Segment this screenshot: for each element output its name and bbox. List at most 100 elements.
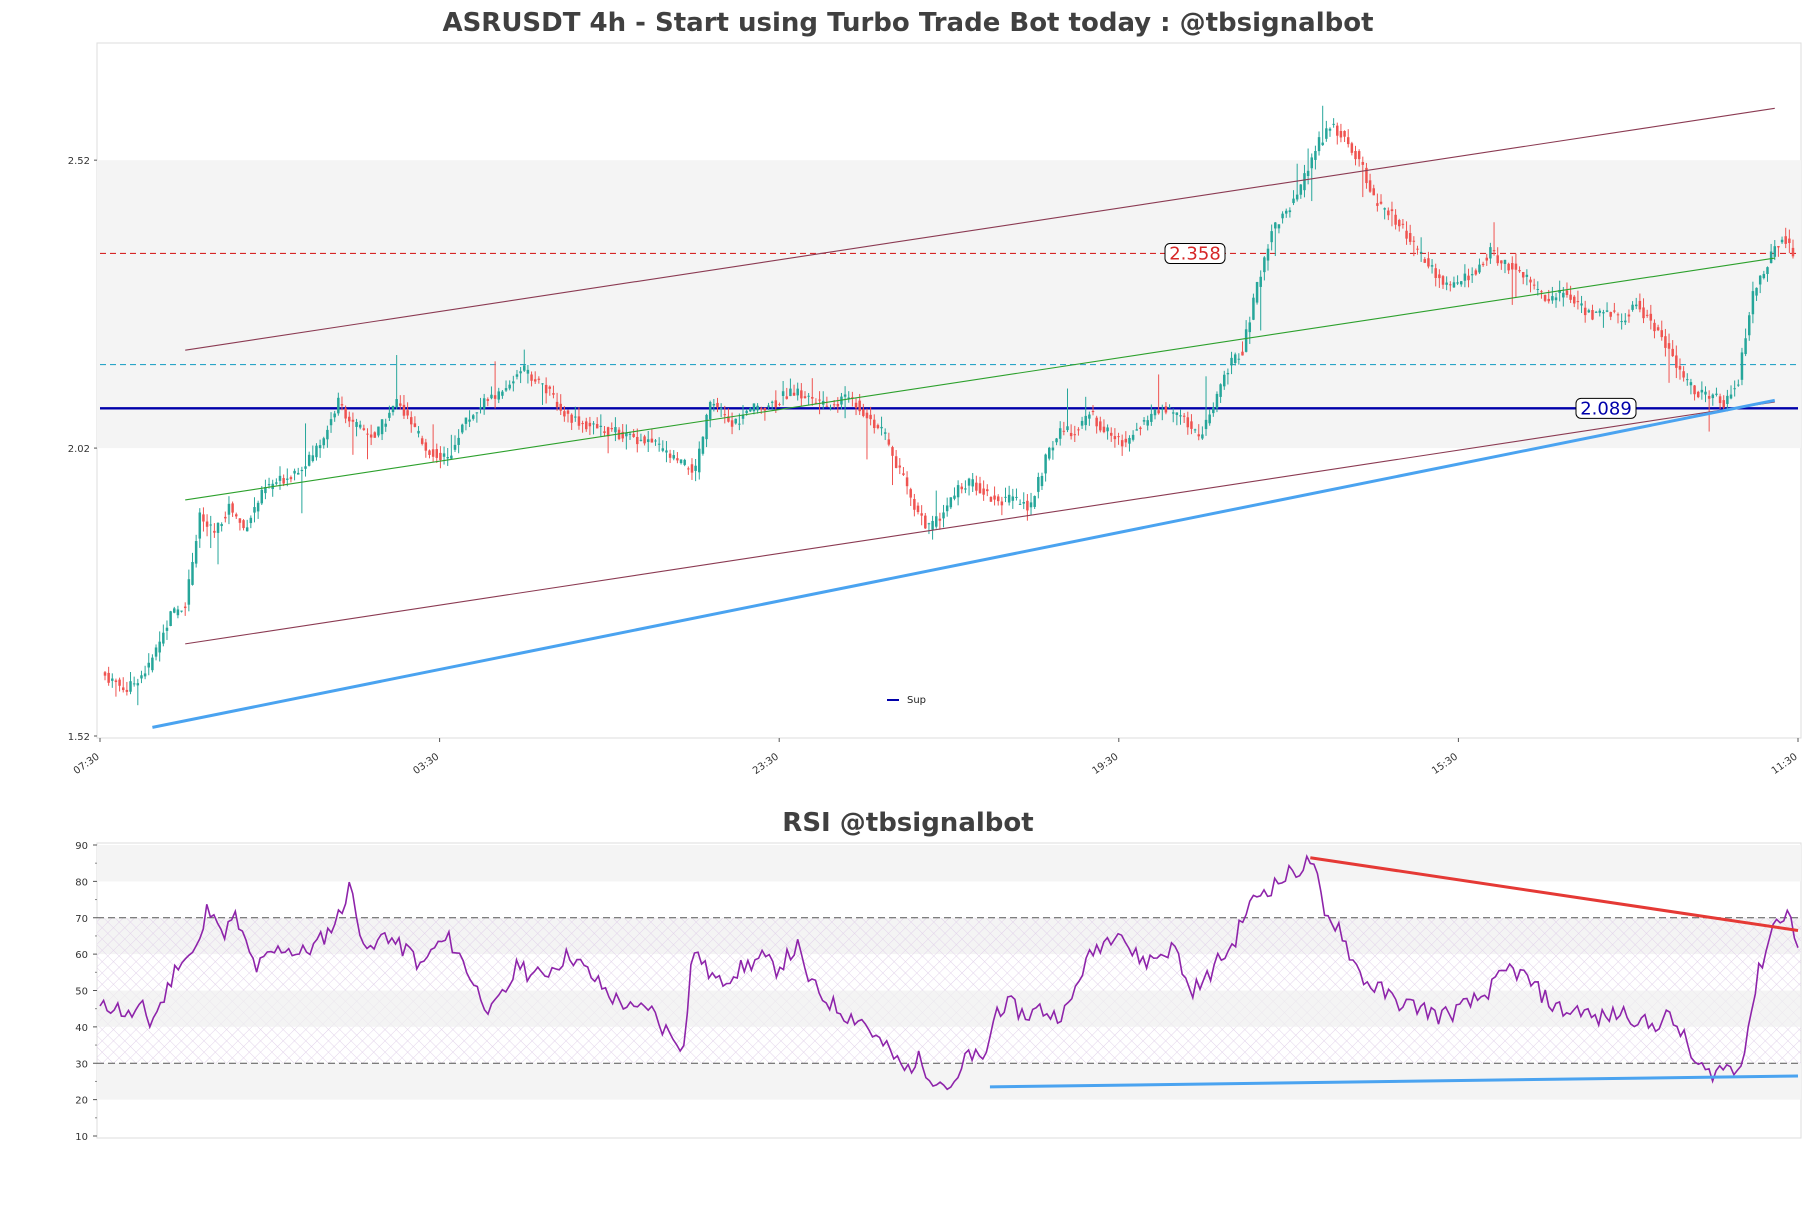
candle: [512, 375, 515, 392]
candle: [1131, 430, 1135, 442]
candle: [322, 436, 325, 449]
candle-body: [1689, 382, 1693, 386]
candle: [1168, 404, 1171, 409]
candle-body: [832, 404, 836, 406]
candle-body: [1332, 123, 1335, 125]
candle-body: [1412, 240, 1416, 242]
candle: [865, 408, 869, 460]
candle-body: [1671, 348, 1674, 357]
candle-body: [1193, 429, 1197, 431]
candle-body: [366, 433, 369, 435]
candle-body: [1255, 281, 1259, 303]
candle: [486, 397, 490, 407]
candle: [238, 518, 242, 531]
candle: [1259, 270, 1262, 331]
candle: [1091, 405, 1095, 416]
candle-body: [1649, 313, 1653, 321]
candle-body: [566, 410, 570, 414]
candle: [705, 413, 708, 448]
candle-body: [1740, 352, 1744, 380]
candle-body: [1416, 248, 1419, 250]
candle-body: [825, 405, 829, 407]
candle: [533, 371, 537, 385]
candle: [1361, 156, 1365, 198]
candle-body: [304, 466, 307, 469]
candle-body: [734, 418, 737, 424]
candle-body: [646, 439, 650, 442]
candle: [1343, 130, 1346, 142]
candle-body: [406, 410, 409, 416]
candle-body: [1179, 415, 1182, 417]
candle-body: [1449, 284, 1452, 286]
candle: [1088, 411, 1091, 426]
candle: [1197, 424, 1200, 441]
rsi-panel: 10 20 30 40 50 60 70 80 90 RSI @tbsignalbot: [75, 808, 1802, 1143]
candle: [264, 479, 267, 500]
candle: [763, 407, 767, 421]
candle: [1113, 428, 1117, 448]
candle-body: [256, 502, 260, 512]
candle: [1018, 499, 1022, 505]
candle: [916, 502, 920, 515]
candle-body: [1288, 210, 1292, 213]
candle: [894, 449, 898, 469]
candle: [752, 403, 756, 415]
candle-body: [1248, 322, 1252, 333]
candle: [1769, 243, 1773, 264]
candle: [1161, 404, 1164, 421]
candle: [1624, 313, 1627, 325]
candle: [1620, 313, 1623, 330]
candle-body: [584, 421, 588, 430]
candle: [1346, 129, 1350, 148]
candle-body: [851, 397, 854, 399]
candle: [636, 428, 639, 453]
candle: [785, 387, 789, 400]
candle: [1274, 221, 1277, 257]
candle-body: [752, 403, 756, 412]
candle-body: [1576, 301, 1580, 303]
candle: [209, 515, 212, 549]
candle-body: [428, 450, 431, 455]
candle-body: [431, 449, 435, 457]
candle: [599, 414, 603, 437]
candle: [315, 443, 318, 461]
candle-body: [1080, 420, 1084, 426]
candle-body: [358, 424, 362, 428]
candle-body: [1346, 137, 1350, 145]
candle: [191, 552, 194, 586]
candle: [781, 381, 785, 406]
candle: [1748, 311, 1751, 341]
candle: [216, 522, 220, 565]
candle: [1613, 302, 1616, 314]
candle: [464, 417, 468, 431]
candle-body: [676, 458, 679, 461]
candle-body: [1427, 258, 1430, 267]
candle: [428, 449, 431, 459]
candle: [154, 644, 158, 661]
candle: [1405, 221, 1408, 245]
candle: [395, 355, 398, 410]
candle-body: [1099, 421, 1102, 431]
candle-body: [504, 388, 508, 391]
candle-body: [300, 469, 304, 472]
candle: [453, 435, 457, 453]
candle-body: [461, 424, 464, 433]
candle-body: [716, 402, 719, 408]
candle: [1755, 287, 1758, 301]
candle: [450, 434, 453, 460]
candle-body: [858, 400, 861, 412]
candle: [1288, 207, 1292, 218]
candle-body: [1667, 343, 1671, 349]
candle-body: [1339, 130, 1343, 138]
candle-body: [1303, 173, 1306, 191]
candle-body: [1715, 393, 1718, 395]
candle-body: [286, 478, 289, 480]
candle-body: [475, 412, 479, 414]
candle-body: [679, 459, 683, 464]
candle-body: [701, 436, 705, 454]
candle-body: [1718, 396, 1722, 404]
candle: [344, 405, 347, 424]
resistance-level-value: 2.358: [1169, 243, 1221, 264]
candle-body: [661, 448, 665, 451]
candle-body: [1102, 426, 1106, 433]
